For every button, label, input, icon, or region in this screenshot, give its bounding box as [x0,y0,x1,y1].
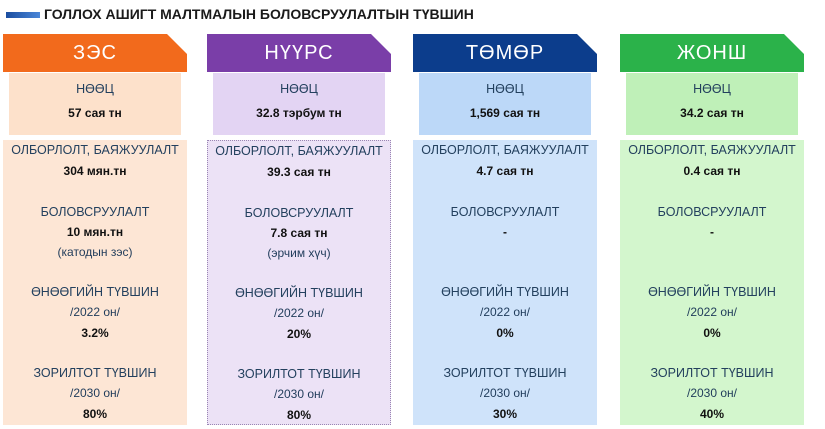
details-box: ОЛБОРЛОЛТ, БАЯЖУУЛАЛТ 304 мян.тн БОЛОВСРУУ… [3,140,187,425]
reserve-box: НӨӨЦ 34.2 сая тн [626,73,798,135]
processing-label: БОЛОВСРУУЛАЛТ [244,206,354,220]
processing-note: (эрчим хүч) [267,246,331,260]
processing: - [710,225,714,239]
reserve-box: НӨӨЦ 32.8 тэрбум тн [213,73,385,135]
details-box: ОЛБОРЛОЛТ, БАЯЖУУЛАЛТ 39.3 сая тн БОЛОВСРУ… [207,140,391,425]
column-header: ТӨМӨР [413,34,597,72]
title: ГОЛЛОХ АШИГТ МАЛТМАЛЫН БОЛОВСРУУЛАЛТЫН Т… [44,6,474,22]
target-label: ЗОРИЛТОТ ТҮВШИН [443,366,567,380]
processing: 7.8 сая тн [270,226,328,240]
target-year: /2030 он/ [70,386,120,400]
reserve-label: НӨӨЦ [693,82,731,96]
reserve-label: НӨӨЦ [280,82,318,96]
current-year: /2022 он/ [687,305,737,319]
current-label: ӨНӨӨГИЙН ТҮВШИН [31,285,159,299]
target-year: /2030 он/ [687,386,737,400]
current-label: ӨНӨӨГИЙН ТҮВШИН [235,286,363,300]
current: 0% [703,326,721,340]
target-label: ЗОРИЛТОТ ТҮВШИН [33,366,157,380]
target: 80% [286,408,312,422]
production: 39.3 сая тн [267,165,331,179]
target-label: ЗОРИЛТОТ ТҮВШИН [650,366,774,380]
production-label: ОЛБОРЛОЛТ, БАЯЖУУЛАЛТ [628,143,796,157]
details-box: ОЛБОРЛОЛТ, БАЯЖУУЛАЛТ 4.7 сая тн БОЛОВСРУУ… [413,140,597,425]
current: 3.2% [81,326,109,340]
title-bar [6,12,40,18]
processing-label: БОЛОВСРУУЛАЛТ [450,205,560,219]
target-label: ЗОРИЛТОТ ТҮВШИН [237,367,361,381]
production: 4.7 сая тн [476,164,534,178]
production-label: ОЛБОРЛОЛТ, БАЯЖУУЛАЛТ [421,143,589,157]
reserve-box: НӨӨЦ 57 сая тн [9,73,181,135]
current-year: /2022 он/ [70,305,120,319]
target-year: /2030 он/ [274,387,324,401]
reserve-value: 1,569 сая тн [469,106,541,120]
reserve-label: НӨӨЦ [76,82,114,96]
production: 0.4 сая тн [683,164,741,178]
column-header: НҮҮРС [207,34,391,72]
reserve-value: 57 сая тн [68,106,122,120]
current-label: ӨНӨӨГИЙН ТҮВШИН [648,285,776,299]
processing: 10 мян.тн [66,225,124,239]
processing: - [503,225,507,239]
processing-label: БОЛОВСРУУЛАЛТ [657,205,767,219]
reserve-label: НӨӨЦ [486,82,524,96]
production: 304 мян.тн [63,164,127,178]
current: 20% [286,327,312,341]
target: 40% [699,407,725,421]
column-header: ЗЭС [3,34,187,72]
production-label: ОЛБОРЛОЛТ, БАЯЖУУЛАЛТ [11,143,179,157]
processing-label: БОЛОВСРУУЛАЛТ [40,205,150,219]
reserve-value: 32.8 тэрбум тн [256,106,342,120]
reserve-value: 34.2 сая тн [680,106,744,120]
target: 80% [82,407,108,421]
current-year: /2022 он/ [480,305,530,319]
current: 0% [496,326,514,340]
current-label: ӨНӨӨГИЙН ТҮВШИН [441,285,569,299]
column-header: ЖОНШ [620,34,804,72]
current-year: /2022 он/ [274,306,324,320]
target-year: /2030 он/ [480,386,530,400]
target: 30% [492,407,518,421]
processing-note: (катодын зэс) [57,245,133,259]
reserve-box: НӨӨЦ 1,569 сая тн [419,73,591,135]
details-box: ОЛБОРЛОЛТ, БАЯЖУУЛАЛТ 0.4 сая тн БОЛОВСРУУ… [620,140,804,425]
production-label: ОЛБОРЛОЛТ, БАЯЖУУЛАЛТ [215,144,383,158]
